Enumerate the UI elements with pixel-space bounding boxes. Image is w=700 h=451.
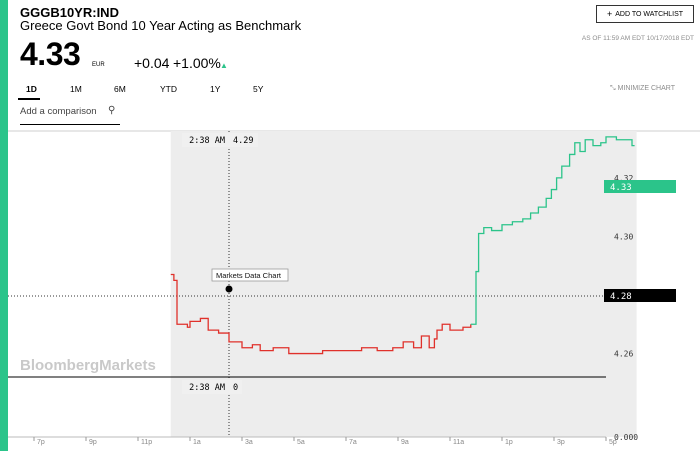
last-value-tag: 4.33 — [604, 180, 676, 193]
watchlist-label: ADD TO WATCHLIST — [615, 10, 684, 18]
price-tick-label: 4.26 — [614, 350, 633, 359]
price-change: +0.04 — [134, 55, 170, 71]
last-price: 4.33 — [20, 36, 81, 72]
crosshair-time-top: 2:38 AM — [189, 136, 225, 146]
tab-5y[interactable]: 5Y — [253, 84, 264, 94]
tab-1d[interactable]: 1D — [26, 84, 37, 94]
tooltip-label: Markets Data Chart — [216, 271, 282, 280]
time-tick-label: 1a — [193, 439, 201, 446]
time-tick-label: 3a — [245, 439, 253, 446]
tab-1m[interactable]: 1M — [70, 84, 82, 94]
comparison-placeholder: Add a comparison — [20, 106, 97, 117]
crosshair-volume-label: 2:38 AM 0 — [182, 380, 242, 394]
time-tick-label: 11a — [453, 439, 464, 446]
security-name: Greece Govt Bond 10 Year Acting as Bench… — [20, 18, 302, 33]
crosshair-marker — [225, 285, 233, 293]
crosshair-price: 4.29 — [233, 136, 253, 146]
time-tick-label: 11p — [141, 439, 152, 446]
crosshair-volume: 0 — [233, 383, 238, 393]
tab-ytd[interactable]: YTD — [160, 84, 177, 94]
add-to-watchlist-button[interactable]: + ADD TO WATCHLIST — [596, 5, 694, 23]
comparison-search[interactable]: Add a comparison ⚲ — [20, 104, 120, 125]
minimize-label: MINIMIZE CHART — [617, 85, 675, 92]
price-tick-label: 4.30 — [614, 232, 633, 241]
accent-bar — [0, 0, 8, 451]
crosshair-time-bottom: 2:38 AM — [189, 383, 225, 393]
time-tick-label: 9p — [89, 439, 97, 446]
crosshair-value-label: 2:38 AM 4.29 — [182, 133, 258, 147]
time-tick-label: 3p — [557, 439, 565, 446]
time-tick-label: 5a — [297, 439, 305, 446]
cursor-value-tag-text: 4.28 — [610, 292, 632, 302]
series-line-up — [470, 136, 635, 325]
ticker-symbol: GGGB10YR:IND — [20, 5, 119, 20]
minimize-chart-button[interactable]: ⤡ MINIMIZE CHART — [610, 85, 675, 93]
tooltip: Markets Data Chart — [211, 268, 289, 282]
search-icon: ⚲ — [108, 105, 116, 116]
plus-icon: + — [606, 9, 613, 19]
tab-6m[interactable]: 6M — [114, 84, 126, 94]
currency-label: EUR — [92, 62, 105, 68]
up-arrow-icon: ▲ — [220, 61, 228, 70]
minimize-icon: ⤡ — [610, 85, 616, 92]
as-of-timestamp: AS OF 11:59 AM EDT 10/17/2018 EDT — [581, 35, 694, 42]
time-tick-label: 7p — [37, 439, 45, 446]
time-tick-label: 1p — [505, 439, 513, 446]
series-line-down — [170, 273, 472, 355]
session-fill-area — [170, 131, 637, 437]
active-tab-indicator — [18, 98, 40, 100]
bloomberg-watermark: BloombergMarkets — [20, 357, 156, 374]
tab-1y[interactable]: 1Y — [210, 84, 221, 94]
last-value-tag-text: 4.33 — [610, 183, 632, 193]
time-tick-label: 5p — [609, 439, 617, 446]
time-tick-label: 7a — [349, 439, 357, 446]
price-tick-label: 4.32 — [614, 174, 633, 183]
cursor-value-tag: 4.28 — [604, 289, 676, 302]
volume-axis-tick: 0.000 — [614, 433, 638, 442]
time-tick-label: 9a — [401, 439, 409, 446]
price-change-percent: +1.00% — [173, 55, 221, 71]
